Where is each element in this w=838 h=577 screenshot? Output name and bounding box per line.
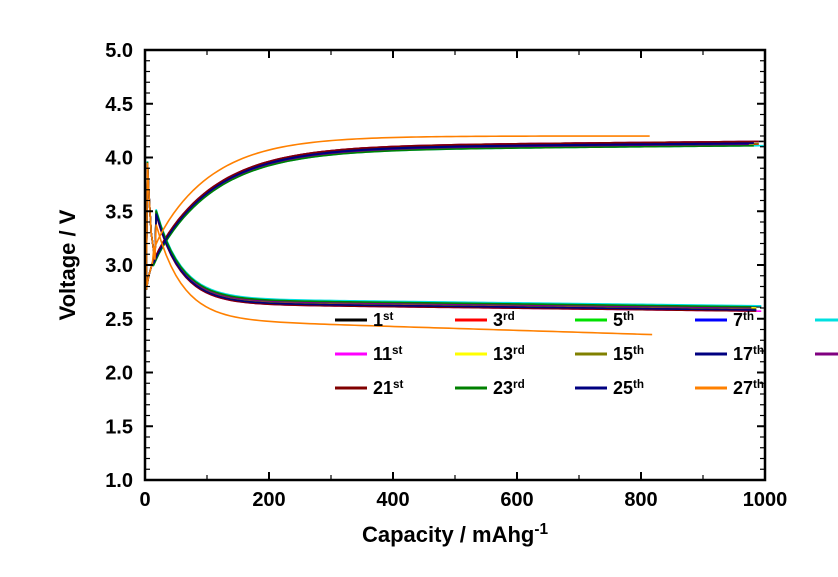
y-tick-label: 3.0 bbox=[105, 255, 133, 277]
discharge-curve bbox=[146, 163, 756, 310]
y-tick-label: 1.0 bbox=[105, 470, 133, 492]
legend-label: 25th bbox=[613, 378, 644, 399]
x-tick-label: 1000 bbox=[743, 489, 788, 511]
y-tick-label: 4.0 bbox=[105, 148, 133, 170]
discharge-curve bbox=[146, 162, 756, 308]
charge-curve bbox=[146, 143, 749, 290]
charge-curve bbox=[146, 136, 649, 290]
legend-label: 11st bbox=[373, 344, 403, 365]
x-tick-label: 200 bbox=[252, 489, 285, 511]
charge-curve bbox=[146, 141, 764, 289]
discharge-curve bbox=[146, 163, 756, 309]
discharge-curve bbox=[146, 162, 751, 307]
legend-label: 27th bbox=[733, 378, 764, 399]
charge-curve bbox=[146, 146, 764, 290]
charge-curve bbox=[146, 144, 759, 290]
legend-label: 23rd bbox=[493, 378, 525, 399]
y-tick-label: 3.5 bbox=[105, 201, 133, 223]
legend-label: 7th bbox=[733, 310, 754, 331]
x-tick-label: 400 bbox=[376, 489, 409, 511]
y-tick-label: 1.5 bbox=[105, 416, 133, 438]
discharge-curve bbox=[146, 164, 761, 311]
legend-label: 17th bbox=[733, 344, 764, 365]
y-tick-label: 2.0 bbox=[105, 363, 133, 385]
axis-ticks bbox=[145, 50, 765, 480]
legend-label: 13rd bbox=[493, 344, 525, 365]
discharge-curve bbox=[146, 161, 761, 306]
y-tick-label: 4.5 bbox=[105, 94, 133, 116]
charge-curve bbox=[146, 143, 754, 290]
y-tick-label: 5.0 bbox=[105, 40, 133, 62]
x-tick-label: 800 bbox=[624, 489, 657, 511]
voltage-capacity-chart: 0 200 400 600 800 1000 1.0 1.5 2.0 2.5 3.0 3.5 4.0 4.… bbox=[0, 0, 838, 577]
chart-svg: 0 200 400 600 800 1000 1.0 1.5 2.0 2.5 3.0 3.5 4.0 4.… bbox=[0, 0, 838, 577]
charge-curve bbox=[146, 145, 759, 290]
plot-border bbox=[145, 50, 765, 480]
y-axis-label: Voltage / V bbox=[55, 209, 80, 320]
x-axis-label: Capacity / mAhg-1 bbox=[362, 521, 549, 548]
x-tick-label: 600 bbox=[500, 489, 533, 511]
charge-curve bbox=[146, 141, 759, 289]
discharge-curve bbox=[146, 162, 751, 307]
legend-label: 5th bbox=[613, 310, 634, 331]
legend: 1st3rd5th7th9th11st13rd15th17th19th21st2… bbox=[335, 310, 838, 399]
discharge-curve bbox=[146, 163, 751, 309]
discharge-curve bbox=[146, 163, 751, 310]
legend-label: 21st bbox=[373, 378, 404, 399]
charge-curve bbox=[146, 144, 754, 290]
legend-label: 3rd bbox=[493, 310, 515, 331]
discharge-curve bbox=[146, 164, 756, 311]
charge-curve bbox=[146, 144, 754, 290]
curves bbox=[146, 136, 764, 335]
charge-curve bbox=[146, 141, 759, 289]
y-tick-label: 2.5 bbox=[105, 309, 133, 331]
discharge-curve bbox=[146, 163, 756, 310]
charge-curve bbox=[146, 145, 754, 290]
discharge-curve bbox=[146, 162, 761, 307]
charge-curve bbox=[146, 146, 754, 290]
legend-label: 15th bbox=[613, 344, 644, 365]
charge-curve bbox=[146, 145, 749, 290]
x-tick-label: 0 bbox=[139, 489, 150, 511]
discharge-curve bbox=[146, 162, 751, 307]
